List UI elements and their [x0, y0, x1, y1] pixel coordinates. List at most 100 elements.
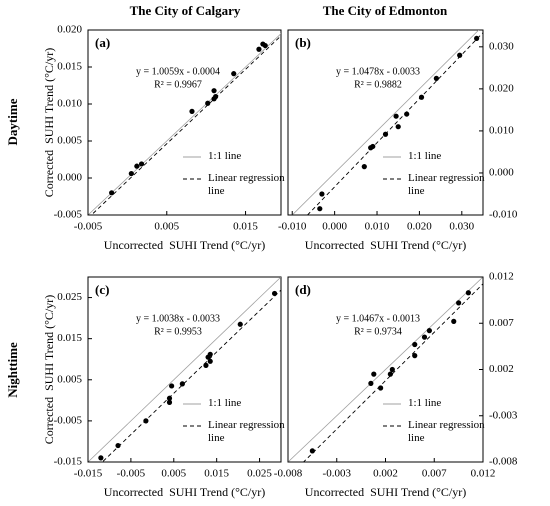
- data-point: [166, 399, 173, 405]
- x-tick-label: -0.008: [274, 468, 303, 480]
- x-tick-label: 0.005: [154, 221, 179, 233]
- data-point: [211, 88, 217, 94]
- data-point: [426, 328, 432, 334]
- data-point: [456, 300, 462, 306]
- x-tick-label: 0.010: [365, 221, 390, 233]
- one-to-one-line: [88, 33, 281, 215]
- data-point: [393, 113, 399, 119]
- regression-line: [302, 283, 483, 462]
- x-tick-label: 0.005: [161, 468, 186, 480]
- data-point: [418, 94, 425, 100]
- y-axis-label: Corrected SUHI Trend (°C/yr): [42, 295, 56, 444]
- data-point: [203, 362, 209, 368]
- y-tick-label: -0.003: [489, 409, 518, 421]
- x-tick-label: 0.002: [373, 468, 398, 480]
- data-point: [98, 455, 104, 461]
- legend-label: Linear regression line: [208, 172, 285, 197]
- data-point: [189, 108, 195, 114]
- data-point: [451, 318, 457, 324]
- x-tick-label: 0.030: [449, 221, 474, 233]
- column-title: The City of Edmonton: [323, 3, 448, 18]
- data-point: [179, 381, 185, 387]
- data-point: [319, 191, 325, 197]
- y-tick-label: 0.015: [57, 332, 82, 344]
- equation: y = 1.0059x - 0.0004: [136, 66, 220, 77]
- plot-frame: [87, 29, 282, 216]
- legend-label: 1:1 line: [208, 397, 242, 409]
- x-tick-label: -0.005: [74, 221, 103, 233]
- data-point: [371, 371, 377, 377]
- data-point: [256, 46, 262, 52]
- y-tick-label: 0.025: [57, 291, 82, 303]
- row-title: Nighttime: [5, 342, 20, 398]
- equation: y = 1.0038x - 0.0033: [136, 313, 220, 324]
- one-to-one-line: [291, 30, 480, 215]
- r-squared: R² = 0.9967: [154, 79, 202, 90]
- y-tick-label: 0.030: [489, 40, 514, 52]
- data-point: [166, 395, 173, 401]
- y-tick-label: 0.007: [489, 317, 514, 329]
- y-tick-label: 0.020: [489, 82, 514, 94]
- data-point: [378, 385, 384, 391]
- legend-label: Linear regression line: [208, 419, 285, 444]
- x-tick-label: -0.005: [117, 468, 146, 480]
- data-point: [237, 321, 243, 327]
- panel-label: (b): [295, 35, 311, 50]
- data-point: [368, 380, 374, 386]
- data-point: [361, 164, 367, 170]
- data-point: [271, 290, 278, 297]
- data-point: [382, 131, 389, 137]
- equation: y = 1.0467x - 0.0013: [336, 313, 420, 324]
- x-tick-label: 0.015: [233, 221, 258, 233]
- data-point: [404, 111, 410, 117]
- y-tick-label: 0.002: [489, 363, 514, 375]
- data-point: [433, 75, 439, 81]
- legend-label: 1:1 line: [408, 397, 442, 409]
- x-axis-label: Uncorrected SUHI Trend (°C/yr): [104, 485, 265, 499]
- legend-label: Linear regression line: [408, 172, 485, 197]
- data-point: [134, 163, 140, 169]
- x-axis-label: Uncorrected SUHI Trend (°C/yr): [305, 238, 466, 252]
- regression-line: [90, 35, 281, 215]
- data-point: [207, 358, 213, 364]
- legend-label: Linear regression line: [408, 419, 485, 444]
- y-tick-label: -0.005: [54, 209, 83, 221]
- data-point: [169, 383, 175, 389]
- y-tick-label: -0.010: [489, 209, 518, 221]
- data-point: [370, 143, 376, 150]
- x-tick-label: -0.003: [323, 468, 352, 480]
- y-tick-label: 0.000: [57, 172, 82, 184]
- r-squared: R² = 0.9882: [354, 79, 402, 90]
- data-point: [143, 418, 149, 424]
- y-tick-label: 0.012: [489, 271, 514, 283]
- data-point: [115, 442, 121, 449]
- x-axis-label: Uncorrected SUHI Trend (°C/yr): [104, 238, 265, 252]
- y-tick-label: -0.008: [489, 456, 518, 468]
- y-tick-label: 0.010: [57, 98, 82, 110]
- data-point: [138, 161, 145, 167]
- data-point: [231, 71, 237, 77]
- panel-label: (d): [295, 282, 311, 297]
- data-point: [387, 371, 393, 377]
- legend-label: 1:1 line: [208, 150, 242, 162]
- data-point: [317, 206, 323, 212]
- r-squared: R² = 0.9953: [154, 326, 202, 337]
- plot-frame: [287, 29, 484, 216]
- data-point: [213, 94, 219, 100]
- y-tick-label: 0.005: [57, 135, 82, 147]
- x-tick-label: -0.015: [74, 468, 103, 480]
- x-axis-label: Uncorrected SUHI Trend (°C/yr): [305, 485, 466, 499]
- panel-label: (a): [95, 35, 110, 50]
- column-title: The City of Calgary: [130, 3, 241, 18]
- plot-frame: [87, 276, 282, 463]
- x-tick-label: 0.025: [247, 468, 272, 480]
- y-axis-label: Corrected SUHI Trend (°C/yr): [42, 48, 56, 197]
- data-point: [395, 124, 401, 130]
- r-squared: R² = 0.9734: [354, 326, 402, 337]
- data-point: [109, 190, 115, 196]
- data-point: [207, 351, 213, 357]
- x-tick-label: 0.015: [204, 468, 229, 480]
- row-title: Daytime: [5, 98, 20, 145]
- x-tick-label: 0.020: [407, 221, 432, 233]
